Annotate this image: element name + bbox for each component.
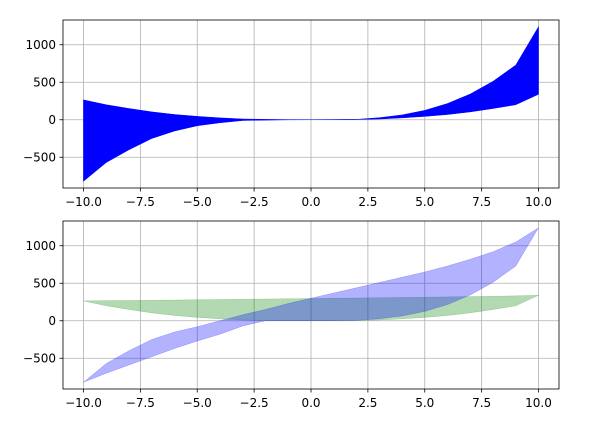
top-x-tick-label: 7.5 (472, 195, 491, 209)
bottom-y-axis: −500 0 500 1000 (23, 239, 63, 366)
top-x-tick-label: 5.0 (415, 195, 434, 209)
top-x-tick-label: −7.5 (126, 195, 155, 209)
bottom-x-tick-label: 5.0 (415, 396, 434, 410)
bottom-x-tick-label: −5.0 (183, 396, 212, 410)
bottom-x-tick-label: 0.0 (301, 396, 320, 410)
top-plot-area (83, 25, 539, 182)
top-y-tick-label: 1000 (25, 38, 56, 52)
bottom-y-tick-label: 500 (33, 277, 56, 291)
bottom-y-tick-label: 1000 (25, 239, 56, 253)
top-x-tick-label: −5.0 (183, 195, 212, 209)
bottom-x-tick-label: 7.5 (472, 396, 491, 410)
bottom-y-tick-label: −500 (23, 352, 56, 366)
bottom-x-axis: −10.0 −7.5 −5.0 −2.5 0.0 2.5 5.0 7.5 10.0 (65, 389, 552, 410)
top-x-tick-label: 0.0 (301, 195, 320, 209)
bottom-x-tick-label: 10.0 (525, 396, 552, 410)
bottom-x-tick-label: −10.0 (65, 396, 102, 410)
bottom-x-tick-label: 2.5 (358, 396, 377, 410)
top-y-tick-label: 0 (48, 113, 56, 127)
bottom-x-tick-label: −2.5 (240, 396, 269, 410)
bottom-subplot: −10.0 −7.5 −5.0 −2.5 0.0 2.5 5.0 7.5 10.0 −500 0 5… (23, 220, 560, 410)
bottom-y-tick-label: 0 (48, 314, 56, 328)
top-x-tick-label: 10.0 (525, 195, 552, 209)
top-x-tick-label: −10.0 (65, 195, 102, 209)
bottom-plot-area (83, 227, 539, 383)
top-x-tick-label: −2.5 (240, 195, 269, 209)
bottom-fill-area-1 (83, 227, 539, 383)
top-fill-area-0 (83, 25, 539, 182)
top-subplot: −10.0 −7.5 −5.0 −2.5 0.0 2.5 5.0 7.5 10.0 −500 0 5… (23, 19, 560, 209)
bottom-grid (63, 221, 559, 389)
bottom-x-tick-label: −7.5 (126, 396, 155, 410)
bottom-fill-area-0 (83, 295, 539, 322)
top-y-axis: −500 0 500 1000 (23, 38, 63, 165)
top-x-axis: −10.0 −7.5 −5.0 −2.5 0.0 2.5 5.0 7.5 10.0 (65, 188, 552, 209)
top-x-tick-label: 2.5 (358, 195, 377, 209)
top-y-tick-label: 500 (33, 76, 56, 90)
top-y-tick-label: −500 (23, 151, 56, 165)
